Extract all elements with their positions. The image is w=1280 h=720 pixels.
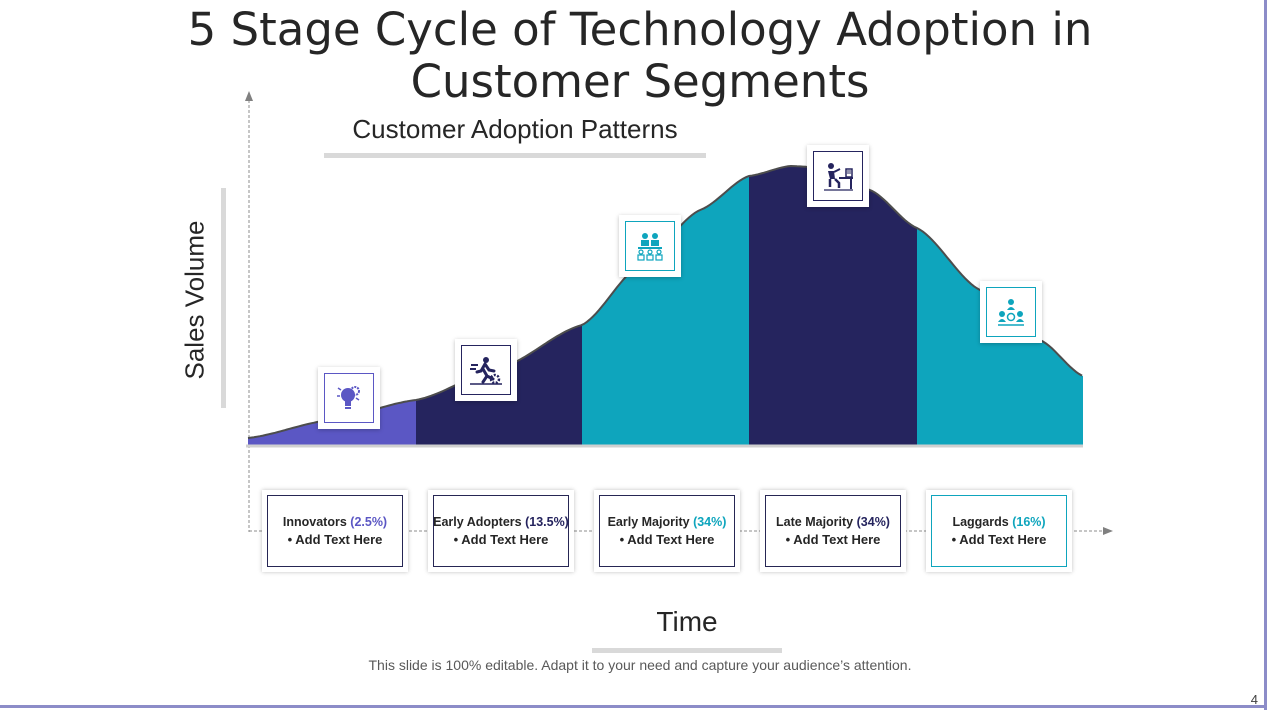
y-axis-label-bar [221,188,226,408]
group-meeting-icon [637,233,663,261]
innovators-icon-box [318,367,380,429]
slide-frame-bottom [0,705,1267,708]
stage-name: Early Adopters [433,515,522,529]
segment-early-majority [582,176,749,446]
stage-box-late-majority: Late Majority (34%) • Add Text Here [760,490,906,572]
footnote: This slide is 100% editable. Adapt it to… [368,657,912,673]
stage-box-early-adopters: Early Adopters (13.5%) • Add Text Here [428,490,574,572]
subtitle-underline [324,153,706,158]
lightbulb-gear-icon [337,386,360,409]
stage-box-laggards: Laggards (16%) • Add Text Here [926,490,1072,572]
stage-box-early-majority: Early Majority (34%) • Add Text Here [594,490,740,572]
y-axis-arrow [245,91,253,101]
stage-percentage: (13.5%) [525,515,569,529]
stage-name: Innovators [282,515,347,529]
stage-percentage: (2.5%) [350,515,388,529]
stage-box-innovators: Innovators (2.5%) • Add Text Here [262,490,408,572]
stage-percentage: (34%) [693,515,727,529]
x-axis-label-bar [592,648,782,653]
stage-percentage: (34%) [856,515,890,529]
chart-subtitle: Customer Adoption Patterns [352,114,678,144]
people-network-icon [998,299,1024,326]
person-at-desk-icon [824,163,853,191]
early-majority-icon-box [619,215,681,277]
segment-late-majority [749,166,917,446]
slide-frame-right [1264,0,1267,710]
early-adopters-icon-box [455,339,517,401]
stage-percentage: (16%) [1012,515,1046,529]
page-number: 4 [1250,692,1258,707]
stage-bullet-text: • Add Text Here [287,532,383,547]
y-axis-label: Sales Volume [179,220,210,380]
slide-title: 5 Stage Cycle of Technology Adoption in … [187,3,1093,108]
stage-name: Early Majority [607,515,690,529]
stage-name: Late Majority [776,515,854,529]
stage-bullet-text: • Add Text Here [453,532,549,547]
stage-name: Laggards [952,515,1009,529]
late-majority-icon-box [807,145,869,207]
x-axis-arrow [1103,527,1113,535]
runner-gear-icon [470,357,502,385]
stage-bullet-text: • Add Text Here [619,532,715,547]
stage-bullet-text: • Add Text Here [785,532,881,547]
stage-bullet-text: • Add Text Here [951,532,1047,547]
x-axis-label: Time [656,606,718,637]
laggards-icon-box [980,281,1042,343]
